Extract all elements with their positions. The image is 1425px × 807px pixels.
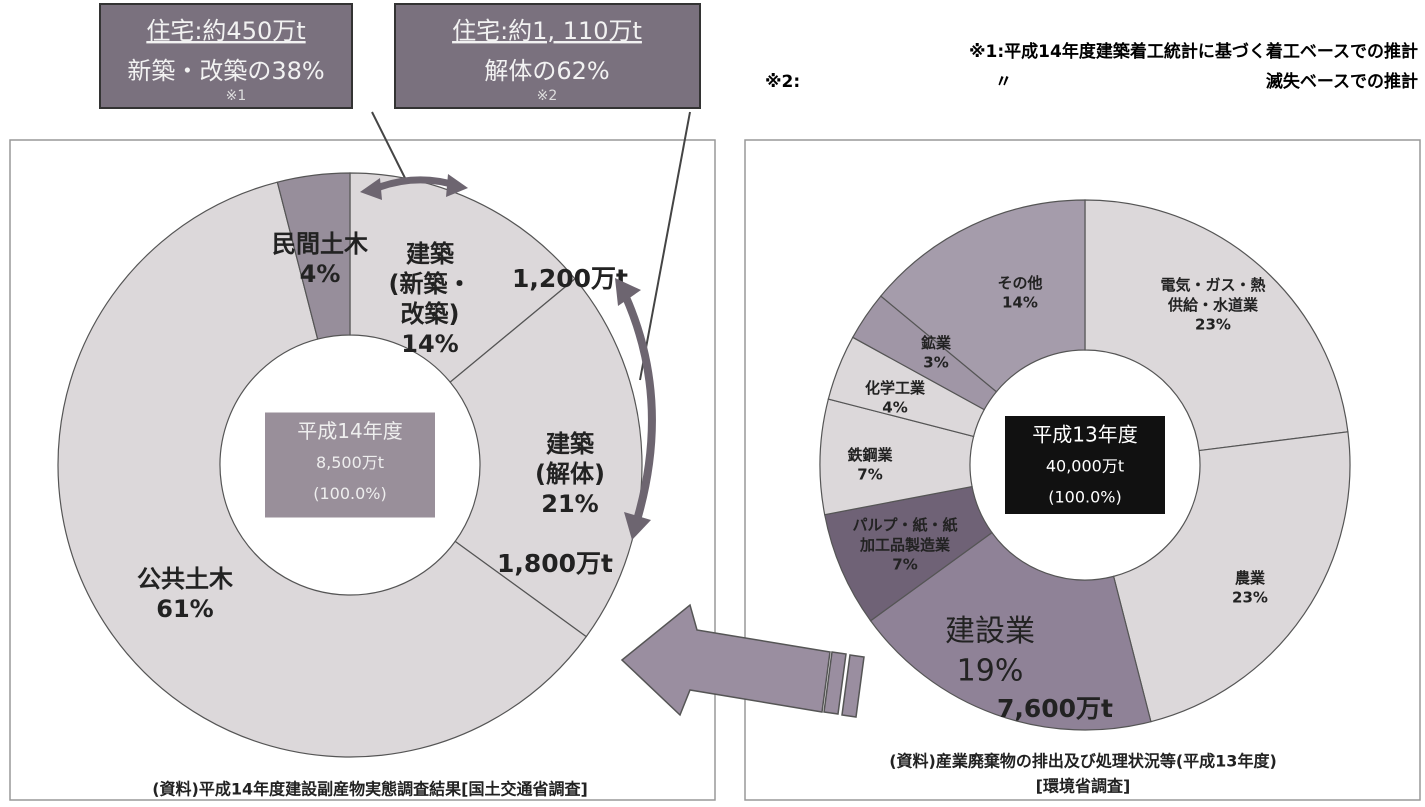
- slice-value-label: 4%: [300, 260, 341, 288]
- slice-label: 農業: [1235, 569, 1266, 587]
- center-box: [1005, 416, 1165, 514]
- center-label: 平成13年度: [1032, 423, 1137, 447]
- center-label: 40,000万t: [1046, 457, 1124, 476]
- slice-label: 鉄鋼業: [847, 446, 893, 464]
- note: ※1:平成14年度建築着工統計に基づく着工ベースでの推計: [969, 41, 1418, 62]
- slice-label: 公共土木: [137, 565, 234, 593]
- big-arrow-tail: [841, 654, 865, 718]
- callout-note: ※1: [226, 88, 247, 104]
- callout-title: 住宅:約450万t: [146, 17, 305, 45]
- slice-value-label: 7%: [857, 466, 882, 484]
- callout-box: [394, 3, 701, 109]
- source: (資料)平成14年度建設副産物実態調査結果[国土交通省調査]: [152, 780, 588, 799]
- slice-label: 建設業: [945, 614, 1035, 649]
- slice-value-label: 23%: [1195, 316, 1231, 334]
- slice-label: 電気・ガス・熱供給・水道業: [1160, 276, 1265, 314]
- pie-slice: [869, 531, 1152, 731]
- arrow-head: [360, 178, 382, 200]
- big-arrow-tail: [823, 651, 847, 715]
- note: 〃: [995, 72, 1012, 92]
- center-box: [265, 412, 435, 518]
- center-label: 8,500万t: [316, 453, 384, 472]
- slice-label: 民間土木: [272, 230, 369, 258]
- callout-note: ※2: [537, 88, 558, 104]
- callout-line: [371, 111, 406, 179]
- slice-value-label: 14%: [401, 330, 458, 358]
- callout-line: [639, 111, 691, 381]
- source: (資料)産業廃棄物の排出及び処理状況等(平成13年度): [889, 752, 1277, 771]
- slice-label: 鉱業: [921, 334, 952, 352]
- left-panel: [9, 139, 716, 801]
- slice-label: 建築(新築・改築): [389, 240, 472, 328]
- slice-value-label: 4%: [882, 399, 907, 417]
- callout-text: 解体の62%: [484, 57, 609, 85]
- callout-title: 住宅:約1, 110万t: [452, 17, 642, 45]
- slice-value-label: 3%: [923, 354, 948, 372]
- note: 滅失ベースでの推計: [1266, 71, 1418, 92]
- center-label: 平成14年度: [297, 419, 402, 443]
- slice-label: 化学工業: [865, 379, 926, 397]
- center-label: (100.0%): [313, 484, 387, 503]
- callout-text: 新築・改築の38%: [127, 57, 324, 85]
- pie-slice: [1112, 431, 1351, 723]
- annotation: 1,200万t: [512, 264, 628, 293]
- arrow-head: [615, 278, 641, 306]
- pie-slice: [57, 181, 588, 758]
- pie-slice: [449, 278, 643, 638]
- arrow-head: [624, 512, 651, 540]
- double-arrow: [621, 293, 656, 522]
- slice-value-label: 23%: [1232, 589, 1268, 607]
- pie-slice: [879, 199, 1086, 393]
- slice-value-label: 14%: [1002, 294, 1038, 312]
- annotation: 7,600万t: [997, 694, 1113, 723]
- slice-value-label: 21%: [541, 490, 598, 518]
- slice-label: 建築(解体): [535, 430, 605, 488]
- callout-box: [99, 3, 353, 109]
- slice-value-label: 19%: [957, 654, 1024, 689]
- slice-label: その他: [997, 274, 1042, 292]
- arrow-head: [446, 174, 468, 197]
- slice-value-label: 7%: [892, 556, 917, 574]
- big-arrow: [620, 603, 831, 717]
- center-label: (100.0%): [1048, 488, 1122, 507]
- slice-value-label: 61%: [156, 595, 213, 623]
- pie-slice: [276, 172, 351, 340]
- slice-label: パルプ・紙・紙加工品製造業: [852, 516, 957, 554]
- note: ※2:: [765, 72, 800, 92]
- annotation: 1,800万t: [497, 549, 613, 578]
- source: [環境省調査]: [1036, 777, 1131, 796]
- right-panel: [744, 139, 1421, 801]
- pie-slice: [1084, 199, 1349, 452]
